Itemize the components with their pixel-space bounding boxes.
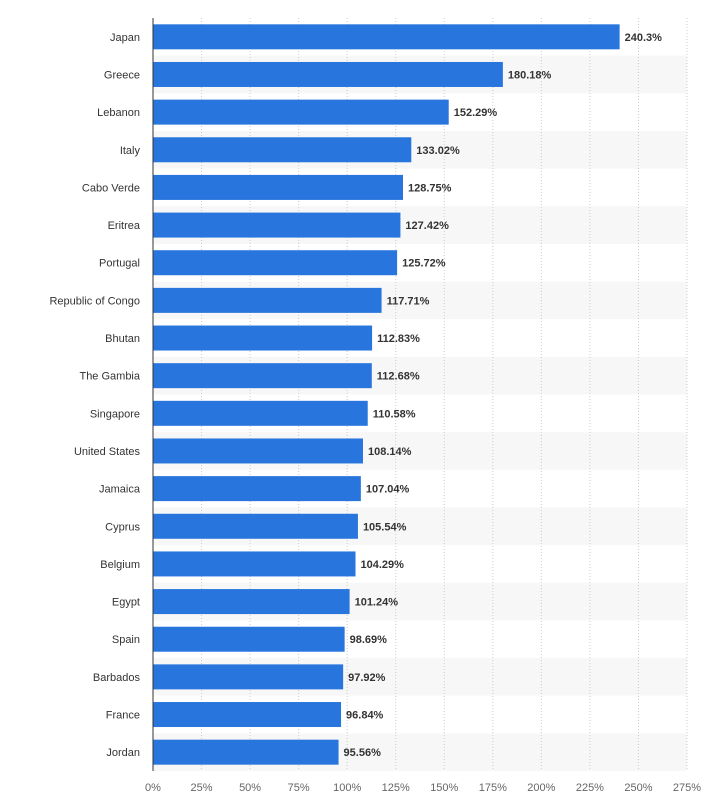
category-label: Singapore <box>90 408 140 420</box>
x-tick-label: 150% <box>430 782 458 794</box>
bar <box>153 513 358 539</box>
bar <box>153 287 382 313</box>
category-label: Bhutan <box>105 333 140 345</box>
value-label: 108.14% <box>368 446 412 458</box>
bar <box>153 99 449 125</box>
bar <box>153 626 345 652</box>
value-label: 101.24% <box>355 597 399 609</box>
category-label: The Gambia <box>79 371 140 383</box>
bars <box>153 24 620 765</box>
value-label: 110.58% <box>373 408 416 420</box>
bar <box>153 174 404 200</box>
value-label: 112.68% <box>377 371 420 383</box>
bar <box>153 363 372 389</box>
value-label: 152.29% <box>454 107 498 119</box>
value-label: 98.69% <box>350 634 388 646</box>
x-tick-label: 50% <box>239 782 261 794</box>
category-label: Lebanon <box>97 107 140 119</box>
value-label: 128.75% <box>408 182 452 194</box>
x-tick-label: 200% <box>527 782 555 794</box>
category-label: Spain <box>112 634 140 646</box>
x-tick-label: 125% <box>382 782 410 794</box>
value-label: 96.84% <box>346 710 384 722</box>
category-label: Belgium <box>100 559 140 571</box>
value-labels: 240.3% 180.18% 152.29% 133.02% 128.75% 127.42… <box>344 32 663 759</box>
bar <box>153 400 368 426</box>
bar <box>153 739 339 765</box>
category-label: Italy <box>120 145 141 157</box>
category-label: Portugal <box>99 258 140 270</box>
category-label: Cabo Verde <box>82 182 140 194</box>
value-label: 127.42% <box>405 220 449 232</box>
bar <box>153 664 344 690</box>
value-label: 105.54% <box>363 521 407 533</box>
value-label: 240.3% <box>625 32 663 44</box>
category-label: Cyprus <box>105 521 140 533</box>
category-label: Egypt <box>112 597 140 609</box>
category-label: United States <box>74 446 141 458</box>
bar <box>153 325 373 351</box>
category-label: Eritrea <box>108 220 141 232</box>
bar <box>153 702 342 728</box>
value-label: 133.02% <box>416 145 460 157</box>
bar <box>153 551 356 577</box>
value-label: 125.72% <box>402 258 446 270</box>
value-label: 95.56% <box>344 747 382 759</box>
x-tick-labels: 0% 25% 50% 75% 100% 125% 150% 175% 200% 225% 250% 2… <box>145 782 701 794</box>
category-label: Japan <box>110 32 140 44</box>
value-label: 112.83% <box>377 333 420 345</box>
bar <box>153 137 412 163</box>
x-tick-label: 275% <box>673 782 701 794</box>
value-label: 117.71% <box>387 295 430 307</box>
category-label: Jamaica <box>99 484 141 496</box>
x-tick-label: 100% <box>333 782 361 794</box>
bar <box>153 589 350 615</box>
bar <box>153 61 503 87</box>
category-label: Barbados <box>93 672 141 684</box>
x-tick-label: 75% <box>288 782 310 794</box>
bar <box>153 438 363 464</box>
category-label: Republic of Congo <box>49 295 140 307</box>
category-labels: Japan Greece Lebanon Italy Cabo Verde Eritrea… <box>49 32 140 759</box>
x-tick-label: 225% <box>576 782 604 794</box>
bar <box>153 212 401 238</box>
bar <box>153 476 361 502</box>
x-tick-label: 0% <box>145 782 161 794</box>
value-label: 104.29% <box>361 559 405 571</box>
x-tick-label: 175% <box>479 782 507 794</box>
value-label: 107.04% <box>366 484 410 496</box>
value-label: 180.18% <box>508 69 552 81</box>
bar <box>153 250 398 276</box>
category-label: France <box>106 710 140 722</box>
x-tick-label: 250% <box>624 782 652 794</box>
category-label: Greece <box>104 69 140 81</box>
x-tick-label: 25% <box>191 782 213 794</box>
bar <box>153 24 620 50</box>
value-label: 97.92% <box>348 672 386 684</box>
category-label: Jordan <box>106 747 140 759</box>
